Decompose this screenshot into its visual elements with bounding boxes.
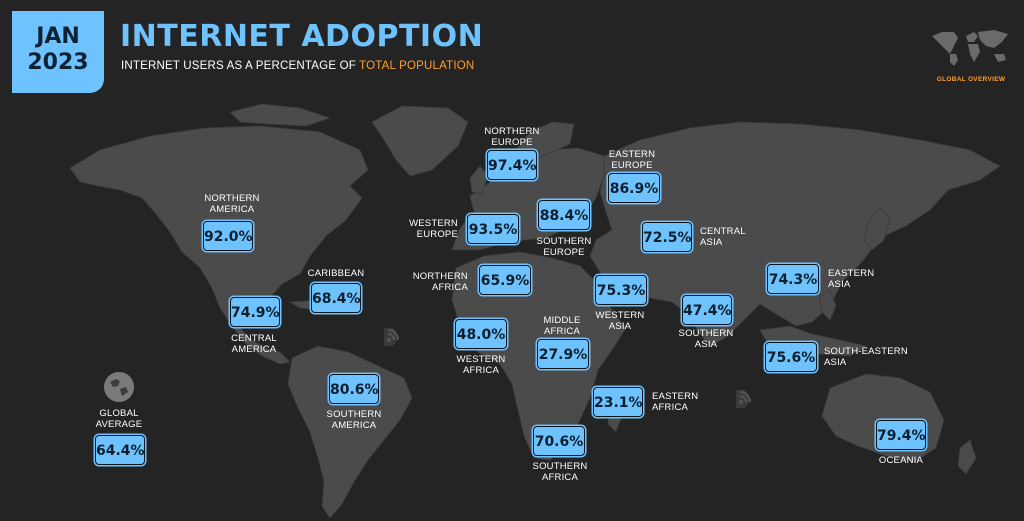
label-line: SOUTHERN (532, 461, 588, 472)
page-title: INTERNET ADOPTION (120, 19, 484, 54)
value-badge-eastern-asia: 74.3% (767, 264, 819, 294)
watermark-logo-icon (384, 328, 399, 346)
label-line: EUROPE (543, 247, 585, 258)
date-badge: JAN 2023 (12, 11, 104, 93)
global-overview-map-icon (932, 30, 1008, 66)
date-month: JAN (36, 24, 80, 49)
value-badge-eastern-europe: 86.9% (608, 173, 660, 203)
label-line: CENTRAL (700, 226, 746, 237)
watermark-logo-icon (736, 390, 751, 408)
value-badge-central-asia: 72.5% (642, 222, 692, 252)
value-badge-northern-africa: 65.9% (479, 265, 531, 295)
value-badge-oceania: 79.4% (876, 420, 926, 450)
label-line: AFRICA (652, 402, 689, 413)
arctic-islands-shape (229, 103, 332, 127)
label-line: AVERAGE (95, 419, 143, 430)
value-badge-southern-europe: 88.4% (538, 200, 590, 230)
value-badge-southern-asia: 47.4% (682, 295, 732, 325)
value-badge-caribbean: 68.4% (311, 283, 361, 313)
label-line: EUROPE (611, 160, 653, 171)
label-line: CARIBBEAN (307, 268, 365, 279)
label-line: AFRICA (431, 282, 468, 293)
uk-shape (469, 165, 489, 195)
region-label-western-africa: WESTERN AFRICA (442, 354, 520, 376)
label-line: AMERICA (331, 420, 377, 431)
label-line: SOUTHERN (678, 328, 734, 339)
subtitle-highlight: TOTAL POPULATION (359, 60, 475, 72)
region-label-caribbean: CARIBBEAN (300, 268, 372, 279)
label-line: EASTERN (608, 149, 656, 160)
label-line: EUROPE (416, 229, 458, 240)
value-badge-eastern-africa: 23.1% (593, 387, 643, 417)
label-line: WESTERN (456, 354, 506, 365)
label-line: SOUTHERN (536, 236, 592, 247)
region-label-northern-africa: NORTHERN AFRICA (400, 271, 468, 293)
label-line: SOUTH-EASTERN (824, 346, 908, 357)
value-badge-southern-africa: 70.6% (533, 426, 585, 456)
region-label-northern-europe: NORTHERN EUROPE (474, 126, 550, 148)
date-year: 2023 (27, 50, 89, 75)
label-line: AMERICA (209, 204, 255, 215)
label-line: ASIA (700, 237, 723, 248)
value-badge-northern-europe: 97.4% (487, 150, 537, 180)
label-line: ASIA (608, 321, 632, 332)
label-line: NORTHERN (484, 126, 540, 137)
new-zealand-shape (957, 439, 977, 475)
global-average-label: GLOBAL AVERAGE (88, 408, 150, 430)
region-label-central-america: CENTRAL AMERICA (216, 333, 292, 355)
label-line: AMERICA (231, 344, 277, 355)
region-label-middle-africa: MIDDLE AFRICA (524, 315, 600, 337)
global-overview-label: GLOBAL OVERVIEW (936, 76, 1006, 83)
page-subtitle: INTERNET USERS AS A PERCENTAGE OF TOTAL … (121, 60, 474, 72)
label-line: WESTERN (595, 310, 645, 321)
value-badge-south-eastern-asia: 75.6% (765, 342, 817, 372)
region-label-south-eastern-asia: SOUTH-EASTERN ASIA (824, 346, 924, 368)
region-label-central-asia: CENTRAL ASIA (700, 226, 770, 248)
label-line: EASTERN (828, 268, 875, 279)
label-line: MIDDLE (543, 315, 581, 326)
region-label-southern-america: SOUTHERN AMERICA (314, 409, 394, 431)
label-line: EUROPE (491, 137, 533, 148)
region-label-southern-africa: SOUTHERN AFRICA (520, 461, 600, 483)
label-line: AFRICA (543, 326, 581, 337)
label-line: OCEANIA (878, 455, 924, 466)
globe-icon (104, 372, 134, 402)
region-label-southern-europe: SOUTHERN EUROPE (526, 236, 602, 258)
region-label-eastern-europe: EASTERN EUROPE (596, 149, 668, 171)
value-badge-middle-africa: 27.9% (537, 339, 589, 369)
asia-shape (589, 121, 1001, 347)
label-line: AFRICA (462, 365, 500, 376)
philippines-shape (819, 289, 837, 321)
value-badge-northern-america: 92.0% (203, 221, 253, 251)
region-label-eastern-asia: EASTERN ASIA (828, 268, 898, 290)
label-line: ASIA (694, 339, 718, 350)
label-line: EASTERN (652, 391, 699, 402)
label-line: AFRICA (541, 472, 579, 483)
region-label-eastern-africa: EASTERN AFRICA (652, 391, 722, 413)
region-label-southern-asia: SOUTHERN ASIA (666, 328, 746, 350)
label-line: WESTERN (409, 218, 458, 229)
label-line: NORTHERN (204, 193, 260, 204)
label-line: GLOBAL (99, 408, 139, 419)
value-badge-western-asia: 75.3% (595, 275, 647, 305)
region-label-western-asia: WESTERN ASIA (584, 310, 656, 332)
value-badge-central-america: 74.9% (230, 297, 280, 327)
label-line: NORTHERN (412, 271, 468, 282)
label-line: SOUTHERN (326, 409, 382, 420)
value-badge-southern-america: 80.6% (329, 374, 379, 404)
south-america-shape (287, 345, 413, 519)
region-label-northern-america: NORTHERN AMERICA (192, 193, 272, 215)
japan-shape (863, 207, 891, 251)
greenland-shape (371, 105, 469, 177)
value-badge-western-africa: 48.0% (455, 319, 507, 349)
subtitle-prefix: INTERNET USERS AS A PERCENTAGE OF (121, 60, 360, 72)
value-badge-global-average: 64.4% (95, 435, 145, 465)
region-label-western-europe: WESTERN EUROPE (400, 218, 458, 240)
region-label-oceania: OCEANIA (864, 455, 938, 466)
label-line: ASIA (824, 357, 847, 368)
label-line: ASIA (828, 279, 851, 290)
value-badge-western-europe: 93.5% (467, 214, 519, 244)
label-line: CENTRAL (231, 333, 277, 344)
